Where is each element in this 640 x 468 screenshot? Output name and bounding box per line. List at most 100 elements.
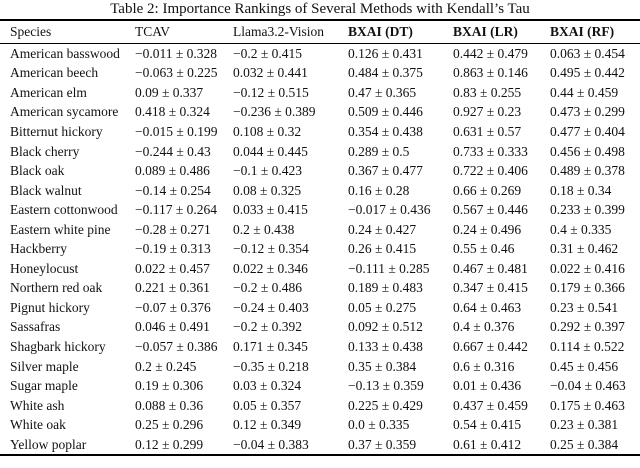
table-row: Northern red oak 0.221 ± 0.361 −0.2 ± 0.… [0, 279, 640, 299]
bxai-dt-value-cell: 0.126 ± 0.431 [348, 45, 423, 61]
column-header-llama32-vision: Llama3.2-Vision [233, 20, 348, 44]
bxai-dt-value-cell: −0.13 ± 0.359 [348, 378, 424, 394]
tcav-value-cell: 0.09 ± 0.337 [135, 84, 204, 100]
bxai-dt-value-cell: 0.509 ± 0.446 [348, 104, 423, 120]
table-row: American sycamore 0.418 ± 0.324 −0.236 ±… [0, 103, 640, 123]
bxai-dt-value-cell: 0.24 ± 0.427 [348, 221, 417, 237]
importance-rankings-table: Species TCAV Llama3.2-Vision BXAI (DT) B… [0, 19, 640, 457]
bxai-dt-value-cell: 0.0 ± 0.335 [348, 417, 410, 433]
table-row: Shagbark hickory −0.057 ± 0.386 0.171 ± … [0, 337, 640, 357]
bxai-rf-value-cell: 0.477 ± 0.404 [550, 123, 625, 139]
species-cell: American elm [10, 84, 87, 100]
bxai-dt-value-cell: 0.092 ± 0.512 [348, 319, 423, 335]
species-cell: Silver maple [10, 358, 79, 374]
bxai-rf-value-cell: 0.456 ± 0.498 [550, 143, 625, 159]
table-row: Pignut hickory −0.07 ± 0.376 −0.24 ± 0.4… [0, 298, 640, 318]
bxai-rf-value-cell: 0.495 ± 0.442 [550, 65, 625, 81]
llama32-vision-value-cell: 0.05 ± 0.357 [233, 397, 302, 413]
species-cell: Honeylocust [10, 260, 79, 276]
species-cell: American basswood [10, 45, 120, 61]
llama32-vision-value-cell: −0.2 ± 0.486 [233, 280, 303, 296]
species-cell: Sassafras [10, 319, 61, 335]
llama32-vision-value-cell: 0.032 ± 0.441 [233, 65, 308, 81]
bxai-dt-value-cell: 0.189 ± 0.483 [348, 280, 423, 296]
column-header-species: Species [0, 20, 135, 44]
bxai-rf-value-cell: 0.18 ± 0.34 [550, 182, 612, 198]
species-cell: Black walnut [10, 182, 82, 198]
llama32-vision-value-cell: 0.108 ± 0.32 [233, 123, 302, 139]
bxai-rf-value-cell: 0.23 ± 0.541 [550, 299, 619, 315]
bxai-dt-value-cell: 0.225 ± 0.429 [348, 397, 423, 413]
bxai-lr-value-cell: 0.442 ± 0.479 [453, 45, 528, 61]
llama32-vision-value-cell: 0.033 ± 0.415 [233, 202, 308, 218]
bxai-rf-value-cell: 0.4 ± 0.335 [550, 221, 612, 237]
tcav-value-cell: −0.244 ± 0.43 [135, 143, 211, 159]
species-cell: Eastern cottonwood [10, 202, 118, 218]
bxai-lr-value-cell: 0.467 ± 0.481 [453, 260, 528, 276]
species-cell: Bitternut hickory [10, 123, 103, 139]
column-header-bxai-dt: BXAI (DT) [348, 20, 453, 44]
tcav-value-cell: 0.12 ± 0.299 [135, 436, 204, 452]
species-cell: Northern red oak [10, 280, 103, 296]
table-body: American basswood −0.011 ± 0.328 −0.2 ± … [0, 44, 640, 456]
tcav-value-cell: −0.015 ± 0.199 [135, 123, 218, 139]
bxai-rf-value-cell: 0.292 ± 0.397 [550, 319, 625, 335]
bxai-dt-value-cell: 0.35 ± 0.384 [348, 358, 417, 374]
bxai-lr-value-cell: 0.927 ± 0.23 [453, 104, 522, 120]
llama32-vision-value-cell: −0.12 ± 0.515 [233, 84, 309, 100]
tcav-value-cell: −0.057 ± 0.386 [135, 338, 218, 354]
table-row: Honeylocust 0.022 ± 0.457 0.022 ± 0.346 … [0, 259, 640, 279]
tcav-value-cell: 0.088 ± 0.36 [135, 397, 204, 413]
bxai-dt-value-cell: 0.47 ± 0.365 [348, 84, 417, 100]
species-cell: Black oak [10, 163, 65, 179]
llama32-vision-value-cell: −0.35 ± 0.218 [233, 358, 309, 374]
llama32-vision-value-cell: −0.04 ± 0.383 [233, 436, 309, 452]
llama32-vision-value-cell: −0.1 ± 0.423 [233, 163, 303, 179]
table-row: American elm 0.09 ± 0.337 −0.12 ± 0.515 … [0, 83, 640, 103]
tcav-value-cell: 0.221 ± 0.361 [135, 280, 210, 296]
bxai-dt-value-cell: −0.111 ± 0.285 [348, 260, 430, 276]
table-row: Black cherry −0.244 ± 0.43 0.044 ± 0.445… [0, 142, 640, 162]
tcav-value-cell: 0.19 ± 0.306 [135, 378, 204, 394]
tcav-value-cell: 0.022 ± 0.457 [135, 260, 210, 276]
llama32-vision-value-cell: 0.022 ± 0.346 [233, 260, 308, 276]
tcav-value-cell: −0.19 ± 0.313 [135, 241, 211, 257]
species-cell: Hackberry [10, 241, 67, 257]
bxai-lr-value-cell: 0.66 ± 0.269 [453, 182, 522, 198]
bxai-lr-value-cell: 0.54 ± 0.415 [453, 417, 522, 433]
species-cell: Yellow poplar [10, 436, 87, 452]
bxai-rf-value-cell: 0.063 ± 0.454 [550, 45, 625, 61]
tcav-value-cell: −0.28 ± 0.271 [135, 221, 211, 237]
tcav-value-cell: −0.117 ± 0.264 [135, 202, 218, 218]
llama32-vision-value-cell: 0.08 ± 0.325 [233, 182, 302, 198]
table-row: Eastern cottonwood −0.117 ± 0.264 0.033 … [0, 200, 640, 220]
table-header-row: Species TCAV Llama3.2-Vision BXAI (DT) B… [0, 20, 640, 44]
llama32-vision-value-cell: −0.24 ± 0.403 [233, 299, 309, 315]
llama32-vision-value-cell: −0.236 ± 0.389 [233, 104, 316, 120]
llama32-vision-value-cell: 0.12 ± 0.349 [233, 417, 302, 433]
bxai-rf-value-cell: 0.45 ± 0.456 [550, 358, 619, 374]
bxai-rf-value-cell: 0.23 ± 0.381 [550, 417, 619, 433]
tcav-value-cell: −0.011 ± 0.328 [135, 45, 218, 61]
bxai-dt-value-cell: −0.017 ± 0.436 [348, 202, 431, 218]
bxai-lr-value-cell: 0.01 ± 0.436 [453, 378, 522, 394]
table-row: Bitternut hickory −0.015 ± 0.199 0.108 ±… [0, 122, 640, 142]
bxai-dt-value-cell: 0.354 ± 0.438 [348, 123, 423, 139]
bxai-dt-value-cell: 0.37 ± 0.359 [348, 436, 417, 452]
bxai-dt-value-cell: 0.133 ± 0.438 [348, 338, 423, 354]
bxai-lr-value-cell: 0.722 ± 0.406 [453, 163, 528, 179]
bxai-lr-value-cell: 0.61 ± 0.412 [453, 436, 522, 452]
bxai-rf-value-cell: 0.31 ± 0.462 [550, 241, 619, 257]
bxai-rf-value-cell: 0.489 ± 0.378 [550, 163, 625, 179]
bxai-lr-value-cell: 0.733 ± 0.333 [453, 143, 528, 159]
tcav-value-cell: 0.25 ± 0.296 [135, 417, 204, 433]
species-cell: American beech [10, 65, 99, 81]
species-cell: American sycamore [10, 104, 119, 120]
bxai-lr-value-cell: 0.567 ± 0.446 [453, 202, 528, 218]
table-row: White ash 0.088 ± 0.36 0.05 ± 0.357 0.22… [0, 396, 640, 416]
table-row: American beech −0.063 ± 0.225 0.032 ± 0.… [0, 64, 640, 84]
species-cell: White ash [10, 397, 65, 413]
column-header-tcav: TCAV [135, 20, 233, 44]
bxai-lr-value-cell: 0.347 ± 0.415 [453, 280, 528, 296]
species-cell: Black cherry [10, 143, 80, 159]
